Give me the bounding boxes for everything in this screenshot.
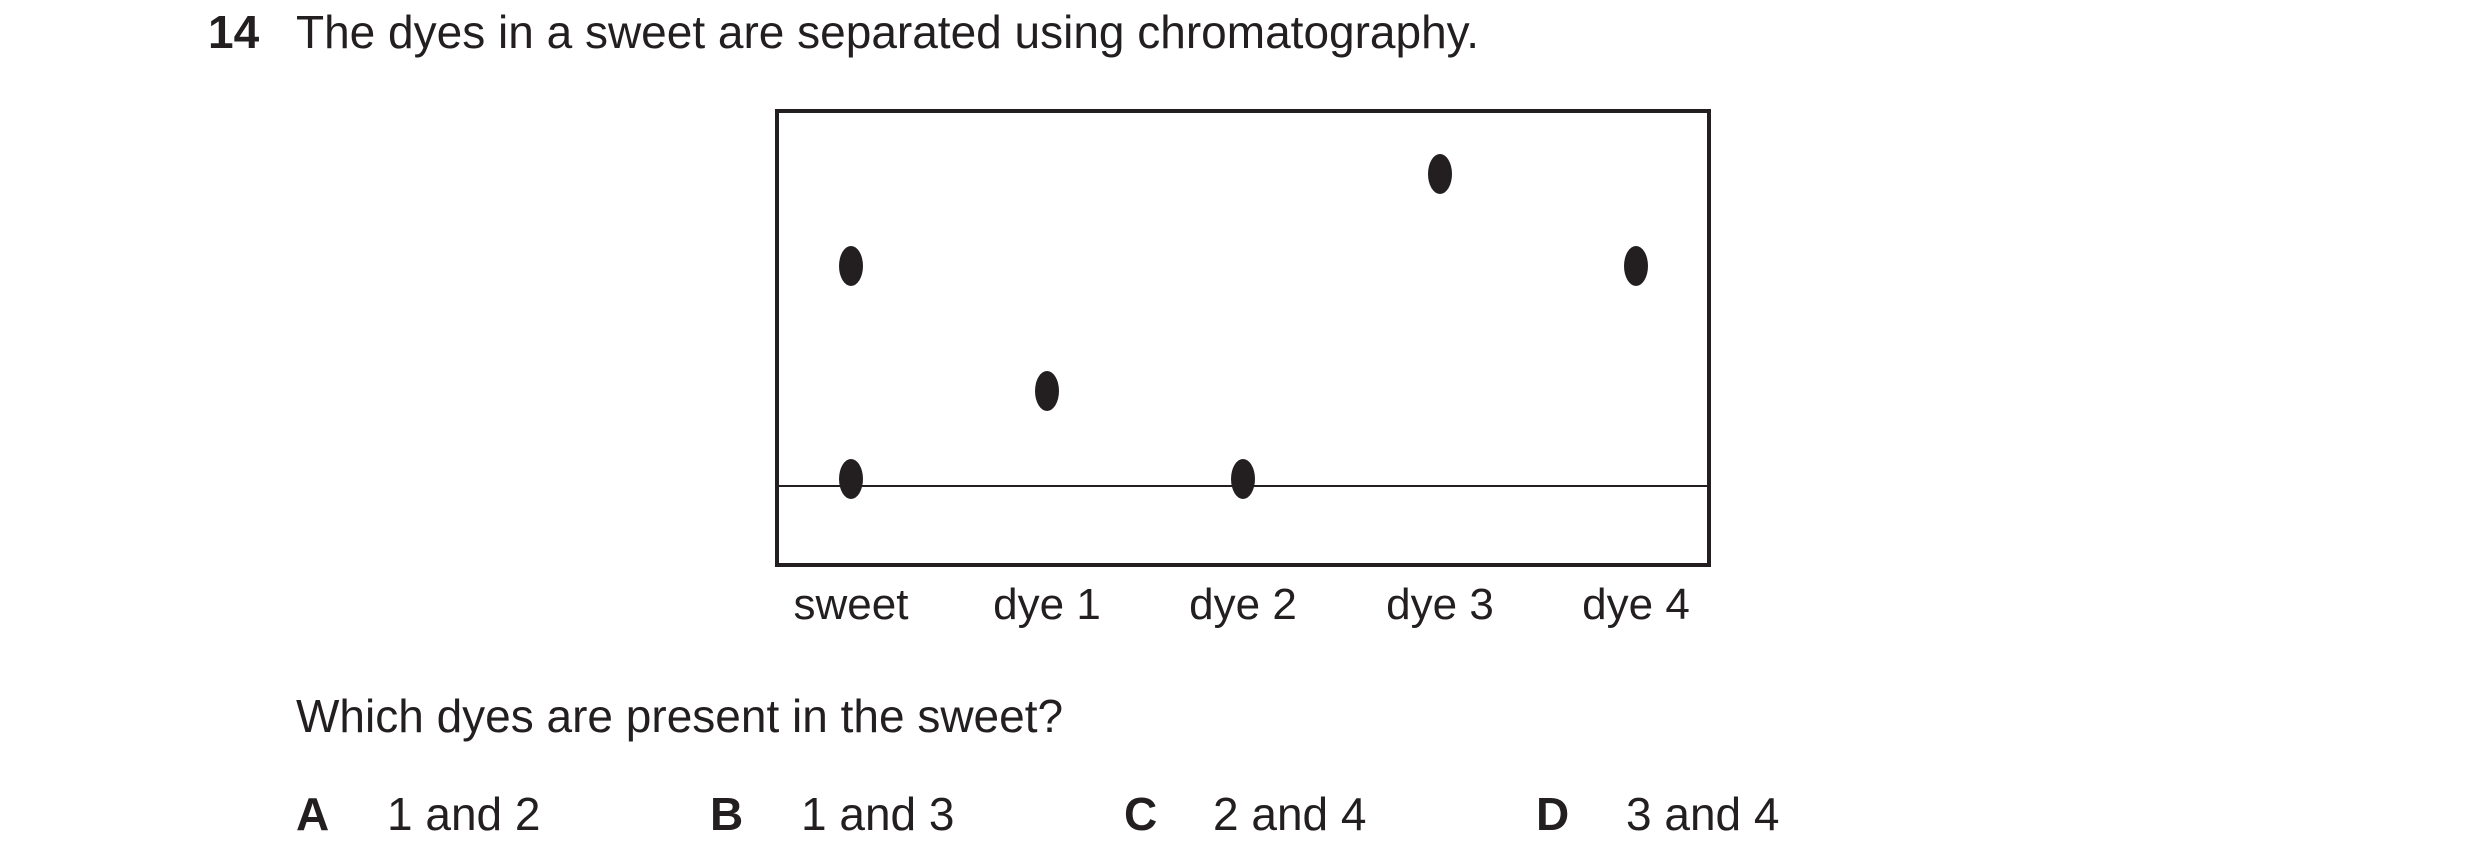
option-letter: A <box>296 788 330 840</box>
lane-label-dye-1: dye 1 <box>993 580 1101 629</box>
question-number: 14 <box>208 6 260 58</box>
sweet-spot-upper <box>839 246 863 286</box>
dye-1-spot <box>1035 371 1059 411</box>
option-letter: C <box>1124 788 1158 840</box>
option-text: 2 and 4 <box>1213 788 1367 840</box>
option-letter: B <box>710 788 744 840</box>
lane-label-dye-3: dye 3 <box>1386 580 1494 629</box>
dye-2-spot <box>1231 459 1255 499</box>
lane-label-dye-4: dye 4 <box>1582 580 1690 629</box>
option-text: 1 and 2 <box>387 788 541 840</box>
option-letter: D <box>1536 788 1570 840</box>
dye-3-spot <box>1428 154 1452 194</box>
sweet-spot-baseline <box>839 459 863 499</box>
option-text: 1 and 3 <box>801 788 955 840</box>
option-text: 3 and 4 <box>1626 788 1780 840</box>
dye-4-spot <box>1624 246 1648 286</box>
question-prompt: Which dyes are present in the sweet? <box>296 690 1064 742</box>
lane-label-dye-2: dye 2 <box>1189 580 1297 629</box>
question-text: The dyes in a sweet are separated using … <box>296 6 1480 58</box>
lane-label-sweet: sweet <box>793 580 909 629</box>
chromatography-paper <box>775 109 1711 567</box>
